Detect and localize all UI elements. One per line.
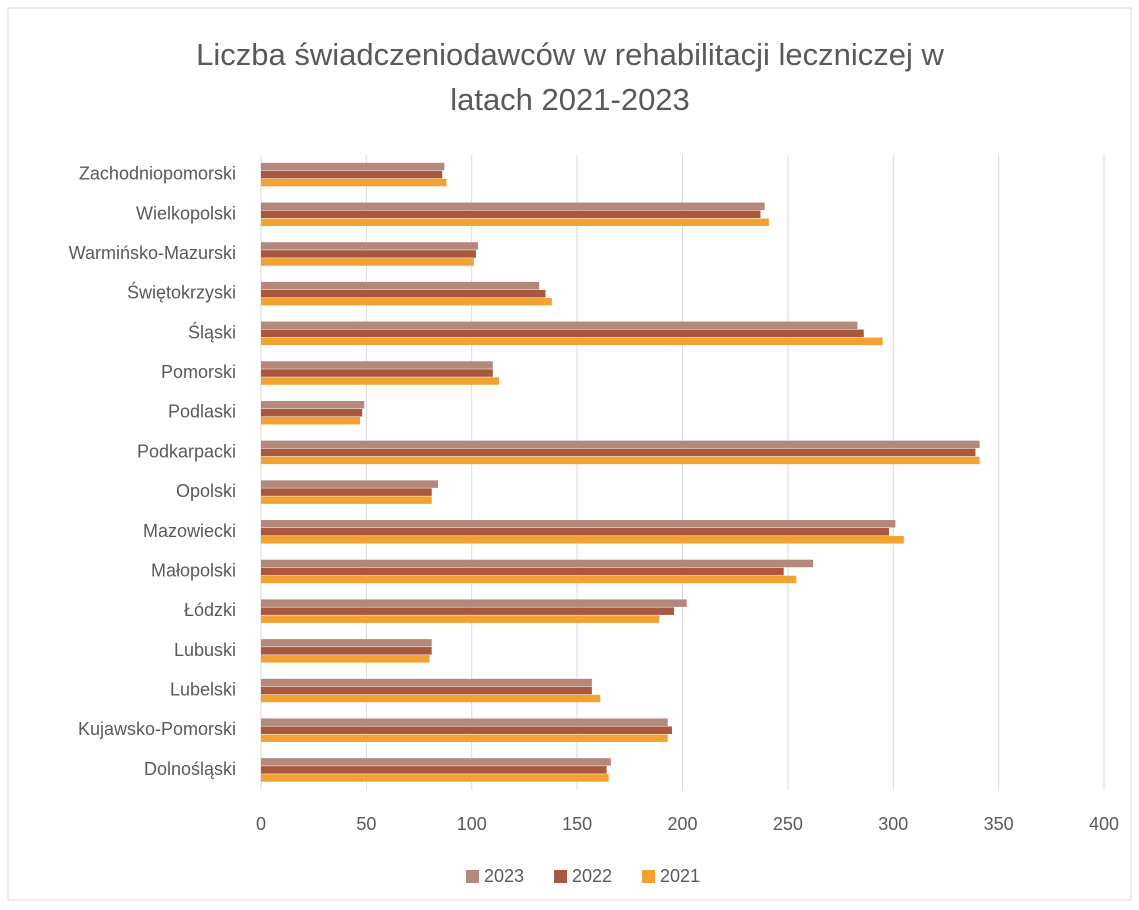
- bar: [261, 599, 687, 607]
- bar: [261, 400, 365, 409]
- bar: [261, 289, 546, 298]
- x-tick-label: 200: [667, 814, 697, 834]
- bar: [261, 297, 552, 306]
- bar: [261, 718, 668, 726]
- y-tick-label: Kujawsko-Pomorski: [78, 719, 236, 739]
- x-tick-label: 250: [773, 814, 803, 834]
- bar: [261, 448, 976, 457]
- bar: [261, 655, 430, 663]
- y-tick-label: Zachodniopomorski: [79, 164, 236, 184]
- bar: [261, 369, 493, 377]
- bar: [261, 726, 672, 734]
- y-tick-label: Wielkopolski: [136, 203, 236, 223]
- bar: [261, 178, 447, 187]
- legend-label: 2021: [660, 866, 700, 886]
- bar: [261, 456, 980, 465]
- x-tick-label: 150: [562, 814, 592, 834]
- bar: [261, 281, 540, 290]
- bar: [261, 766, 607, 774]
- y-tick-label: Lubuski: [174, 640, 236, 660]
- bar: [261, 528, 890, 536]
- bar: [261, 250, 476, 258]
- bar: [261, 162, 445, 171]
- bar: [261, 686, 592, 695]
- bar: [261, 536, 904, 544]
- bar: [261, 218, 769, 227]
- bar: [261, 488, 432, 496]
- bar: [261, 337, 883, 346]
- y-tick-label: Dolnośląski: [144, 759, 236, 779]
- bar: [261, 694, 601, 703]
- y-tick-label: Mazowiecki: [143, 521, 236, 541]
- chart-title-text: Liczba świadczeniodawców w rehabilitacji…: [196, 37, 944, 117]
- bar: [261, 575, 797, 584]
- x-tick-label: 100: [457, 814, 487, 834]
- bar: [261, 416, 361, 425]
- bar: [261, 210, 761, 219]
- x-tick-label: 300: [878, 814, 908, 834]
- legend-label: 2023: [484, 866, 524, 886]
- bar: [261, 329, 864, 338]
- y-tick-label: Śląski: [188, 321, 236, 342]
- bar: [261, 520, 896, 528]
- legend-swatch: [642, 870, 655, 883]
- bar: [261, 607, 675, 615]
- bar: [261, 361, 493, 369]
- bar: [261, 639, 432, 647]
- bar: [261, 170, 443, 179]
- y-tick-label: Świętokrzyski: [127, 282, 236, 303]
- bar: [261, 678, 592, 687]
- legend-label: 2022: [572, 866, 612, 886]
- x-tick-label: 400: [1089, 814, 1119, 834]
- x-tick-label: 0: [256, 814, 266, 834]
- bar: [261, 559, 814, 568]
- bar: [261, 647, 432, 655]
- legend-swatch: [554, 870, 567, 883]
- bar: [261, 480, 439, 488]
- y-tick-label: Pomorski: [161, 362, 236, 382]
- bar: [261, 758, 611, 766]
- bar: [261, 202, 765, 211]
- bar: [261, 496, 432, 504]
- y-tick-label: Łódzki: [184, 600, 236, 620]
- bar: [261, 567, 784, 576]
- bar: [261, 774, 609, 782]
- y-tick-label: Podlaski: [168, 402, 236, 422]
- x-tick-label: 350: [984, 814, 1014, 834]
- bar: [261, 377, 500, 385]
- y-tick-label: Lubelski: [170, 680, 236, 700]
- y-tick-label: Podkarpacki: [137, 441, 236, 461]
- bar: [261, 242, 479, 250]
- x-tick-label: 50: [356, 814, 376, 834]
- legend-swatch: [466, 870, 479, 883]
- bar: [261, 440, 980, 449]
- bar: [261, 408, 363, 417]
- y-tick-label: Warmińsko-Mazurski: [69, 243, 236, 263]
- bar: [261, 258, 474, 266]
- bar: [261, 734, 668, 742]
- y-tick-label: Małopolski: [151, 560, 236, 580]
- bar: [261, 321, 858, 330]
- y-tick-label: Opolski: [176, 481, 236, 501]
- bar: [261, 615, 660, 623]
